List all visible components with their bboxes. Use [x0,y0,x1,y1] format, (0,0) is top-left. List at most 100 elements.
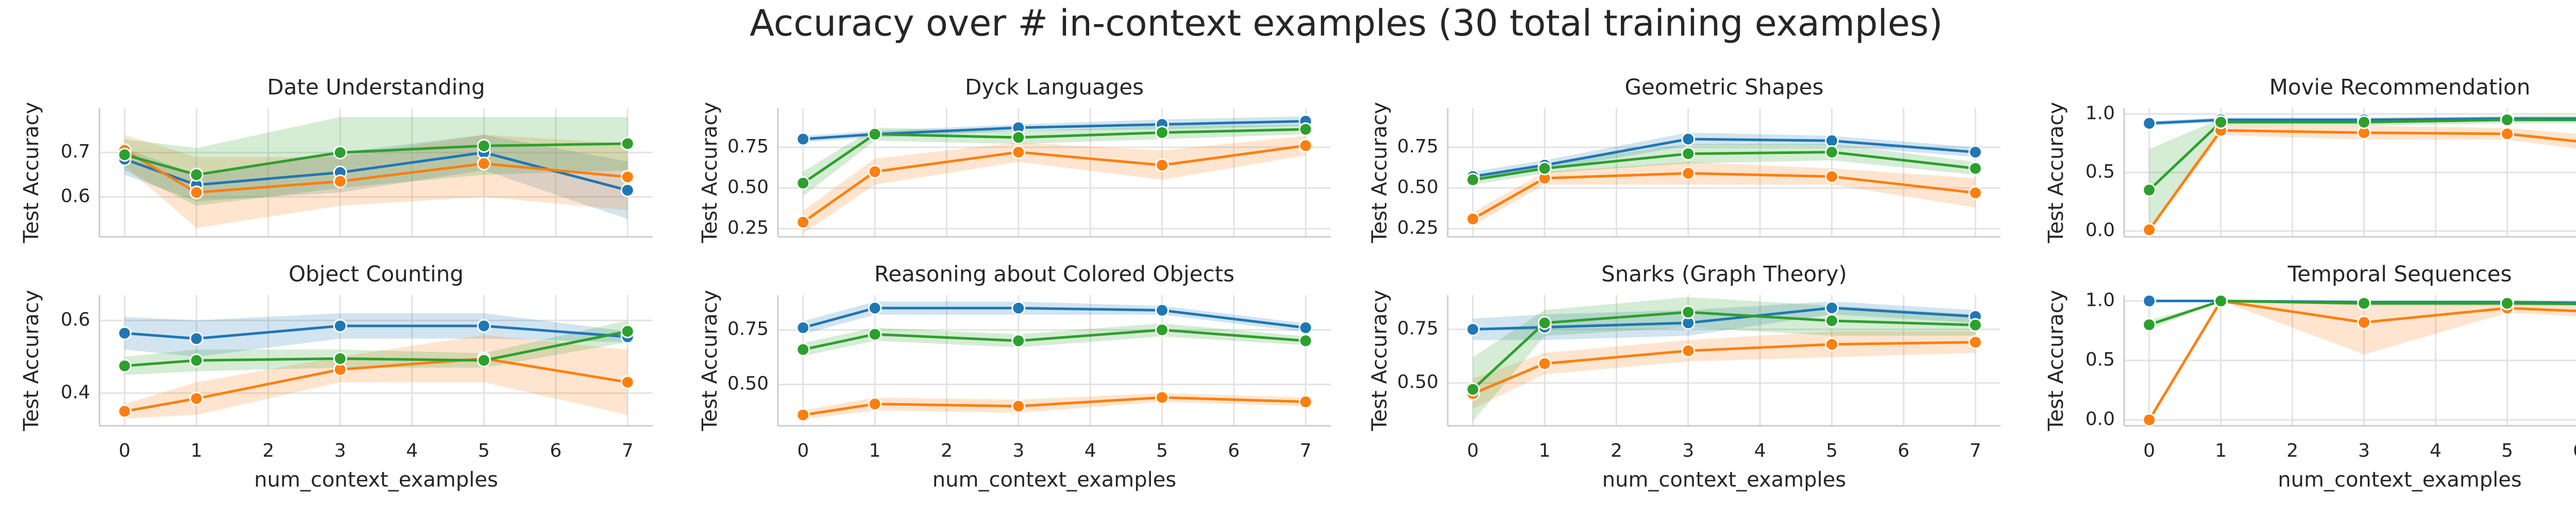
subplot-title: Object Counting [289,262,464,287]
data-point [1825,314,1839,328]
data-point [868,327,882,341]
data-point [1298,394,1313,409]
x-tick-label: 6 [1228,440,1240,461]
data-point [620,170,635,184]
data-point [796,176,810,191]
data-point [1298,122,1313,136]
x-axis-label: num_context_examples [1602,468,1846,492]
y-tick-label: 0.5 [2086,349,2115,370]
data-point [796,215,810,230]
x-tick-label: 5 [1826,440,1838,461]
x-tick-label: 4 [1754,440,1766,461]
x-tick-label: 0 [797,440,809,461]
y-axis-label: Test Accuracy [20,102,43,244]
data-point [2142,318,2157,332]
confidence-band [1472,297,1976,422]
y-tick-label: 0.6 [61,185,90,206]
data-point [1681,147,1696,161]
data-point [868,164,882,179]
data-point [2142,222,2157,237]
data-point [2214,115,2228,129]
x-tick-label: 0 [118,440,130,461]
x-tick-label: 3 [2358,440,2370,461]
data-point [117,148,132,162]
data-point [333,351,347,366]
data-point [1537,356,1552,371]
y-axis-label: Test Accuracy [698,290,722,431]
data-point [117,404,132,419]
subplot-title: Date Understanding [267,75,485,100]
data-point [2357,115,2371,129]
subplot-title: Snarks (Graph Theory) [1601,262,1847,287]
data-point [620,183,635,197]
data-point [868,127,882,142]
data-point [1681,305,1696,319]
confidence-band [803,393,1306,420]
data-point [2214,294,2228,308]
x-tick-label: 4 [406,440,418,461]
y-axis-label: Test Accuracy [1368,102,1392,244]
figure-title: Accuracy over # in-context examples (30 … [750,2,1943,44]
data-point [1011,399,1026,413]
data-point [620,375,635,389]
subplot-title: Reasoning about Colored Objects [874,262,1234,287]
data-point [796,408,810,422]
y-tick-label: 0.75 [727,319,769,340]
y-tick-label: 0.50 [1397,177,1438,198]
data-point [1537,161,1552,176]
data-point [1298,139,1313,153]
data-point [189,167,204,182]
data-point [1968,186,1982,200]
x-tick-label: 2 [941,440,953,461]
data-point [1466,172,1480,187]
y-tick-label: 0.50 [727,177,769,198]
data-point [1825,133,1839,148]
x-tick-label: 0 [1467,440,1479,461]
y-axis-label: Test Accuracy [1368,290,1392,431]
y-tick-label: 0.0 [2086,220,2115,241]
data-point [2500,113,2514,127]
confidence-band [803,301,1306,335]
data-point [2357,315,2371,330]
y-tick-label: 0.5 [2086,161,2115,182]
data-point [1298,321,1313,335]
subplot-title: Geometric Shapes [1624,75,1823,100]
x-tick-label: 2 [1611,440,1622,461]
data-point [1466,322,1480,337]
x-tick-label: 2 [2286,440,2298,461]
data-point [868,397,882,411]
data-point [1968,161,1982,176]
y-tick-label: 0.0 [2086,408,2115,429]
data-point [1537,316,1552,330]
x-tick-label: 3 [334,440,346,461]
data-point [2142,294,2157,308]
confidence-band [1472,301,1976,340]
x-axis-label: num_context_examples [254,468,498,492]
y-tick-label: 1.0 [2086,290,2115,311]
x-tick-label: 7 [1300,440,1312,461]
x-tick-label: 1 [2215,440,2227,461]
x-tick-label: 5 [1156,440,1168,461]
data-point [1011,145,1026,159]
data-point [796,132,810,146]
subplot-title: Movie Recommendation [2269,75,2531,100]
x-tick-label: 7 [1970,440,1981,461]
data-point [1011,334,1026,348]
data-point [1155,158,1170,172]
y-tick-label: 0.75 [727,136,769,157]
subplot-title: Dyck Languages [965,75,1144,100]
x-tick-label: 6 [2573,440,2576,461]
data-point [477,353,491,368]
data-point [868,301,882,315]
data-point [333,174,347,188]
y-axis-label: Test Accuracy [2044,290,2068,431]
data-point [1155,390,1170,405]
data-point [1968,318,1982,332]
x-tick-label: 5 [478,440,490,461]
data-point [1011,301,1026,315]
data-point [2142,183,2157,197]
confidence-band [1472,331,1976,409]
x-tick-label: 3 [1682,440,1694,461]
